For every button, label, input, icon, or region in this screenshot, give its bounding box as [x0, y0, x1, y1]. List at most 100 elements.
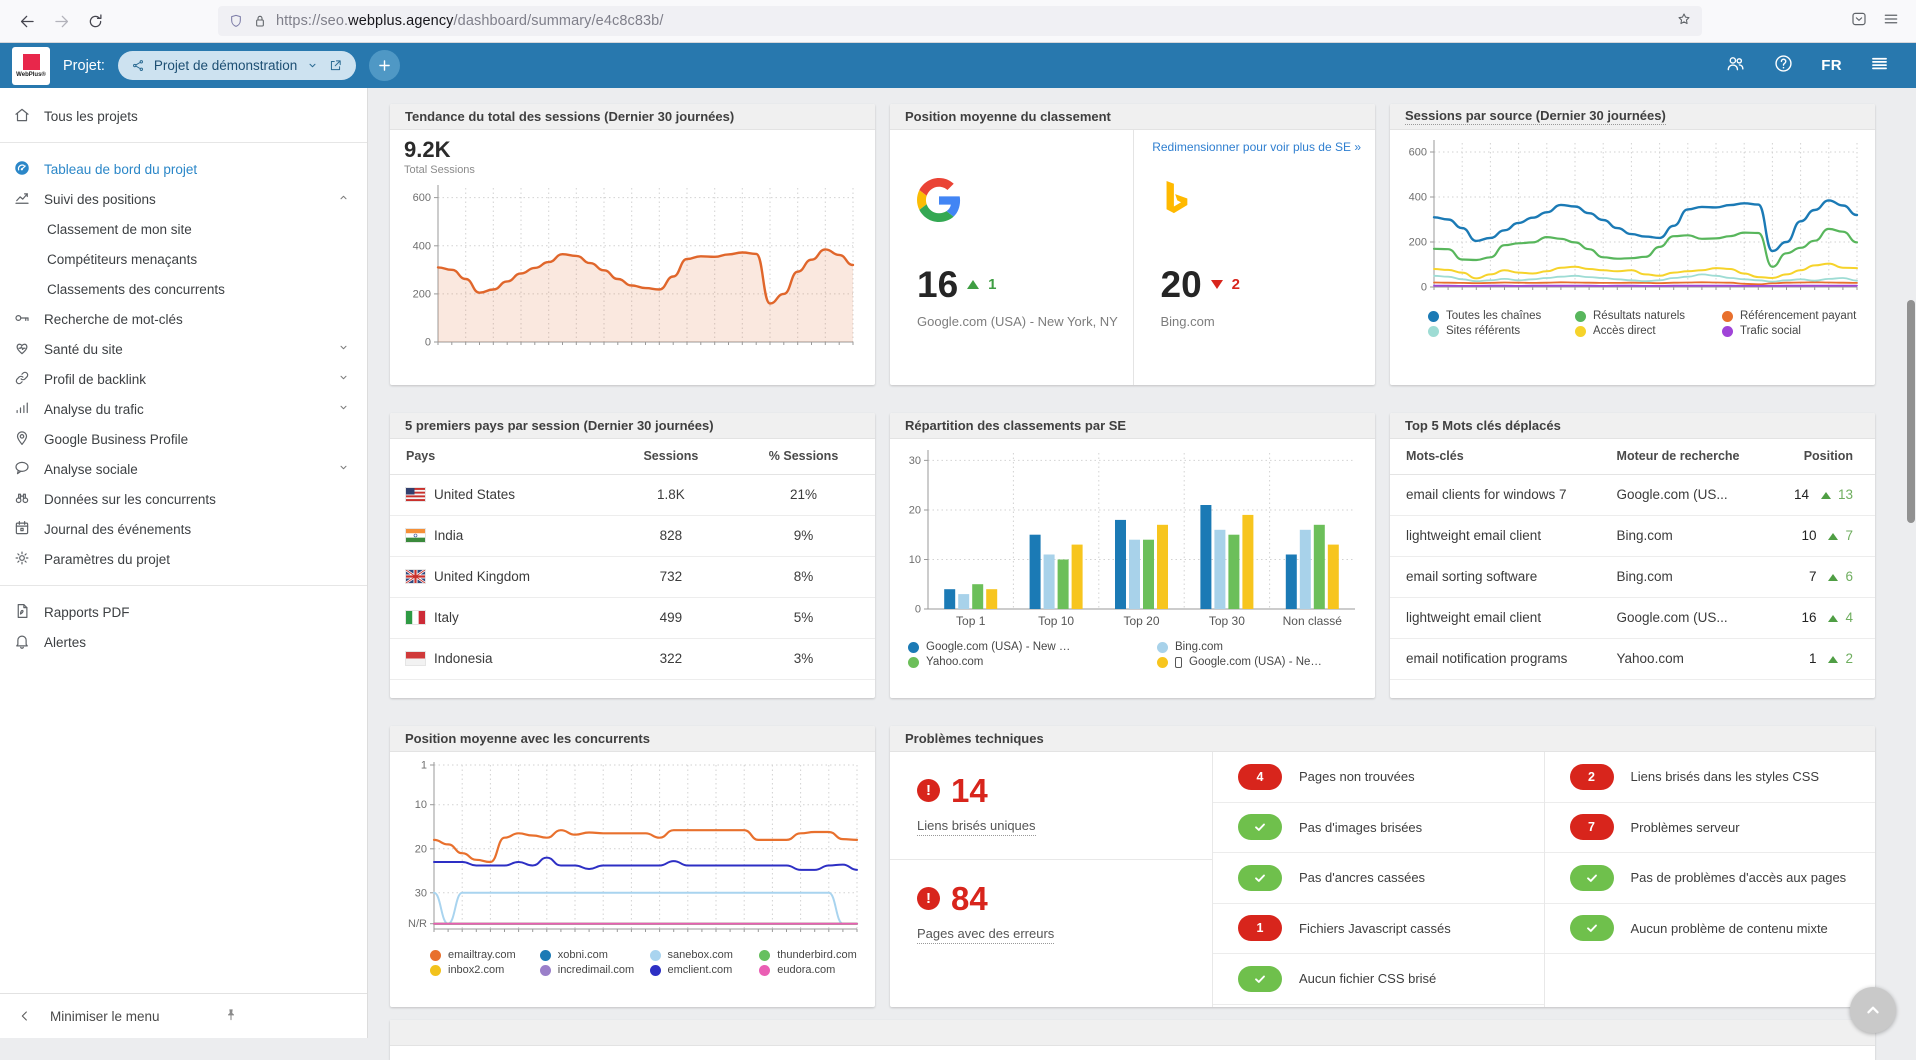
sidebar-item-comp-titeurs-mena-ants[interactable]: Compétiteurs menaçants — [0, 244, 367, 274]
legend-label: Sites référents — [1446, 325, 1520, 337]
legend-item-r-sultats-naturels: Résultats naturels — [1575, 310, 1718, 322]
sidebar-item-donn-es-sur-les-concurrents[interactable]: Données sur les concurrents — [0, 484, 367, 514]
bookmark-star-icon[interactable] — [1676, 11, 1692, 31]
legend-item-acc-s-direct: Accès direct — [1575, 325, 1718, 337]
sidebar-item-recherche-de-mot-cl-s[interactable]: Recherche de mot-clés — [0, 304, 367, 334]
users-icon[interactable] — [1725, 53, 1746, 79]
country-sessions: 732 — [610, 556, 732, 597]
keyword-row: lightweight email clientBing.com107 — [1390, 515, 1875, 556]
card-top-countries: 5 premiers pays par session (Dernier 30 … — [390, 413, 875, 698]
browser-menu-icon[interactable] — [1882, 10, 1900, 33]
traffic-icon — [13, 399, 31, 420]
scroll-to-top-button[interactable] — [1850, 987, 1896, 1033]
check-row-pas-d-images-bris-es: Pas d'images brisées — [1213, 803, 1544, 854]
url-bar[interactable]: https://seo.webplus.agency/dashboard/sum… — [218, 6, 1702, 36]
legend-label: sanebox.com — [668, 949, 733, 961]
check-label: Pas d'ancres cassées — [1299, 870, 1425, 885]
pin-icon[interactable] — [223, 1007, 239, 1026]
google-position-panel: 16 1 Google.com (USA) - New York, NY — [890, 130, 1133, 385]
check-label: Liens brisés dans les styles CSS — [1631, 769, 1820, 784]
legend-dot — [1575, 311, 1586, 322]
broken-links-label[interactable]: Liens brisés uniques — [917, 818, 1036, 836]
error-count-badge: 2 — [1570, 764, 1614, 790]
chevron-down-icon — [336, 460, 351, 478]
country-sessions: 322 — [610, 638, 732, 679]
legend-label: Accès direct — [1593, 325, 1656, 337]
total-sessions-label: Total Sessions — [404, 164, 861, 176]
sidebar-item-classement-de-mon-site[interactable]: Classement de mon site — [0, 214, 367, 244]
sidebar-item-classements-des-concurrents[interactable]: Classements des concurrents — [0, 274, 367, 304]
keyword-engine: Google.com (US... — [1601, 474, 1770, 515]
help-icon[interactable] — [1773, 53, 1794, 79]
sidebar-item-google-business-profile[interactable]: Google Business Profile — [0, 424, 367, 454]
legend-dot — [1157, 642, 1168, 653]
url-text: https://seo.webplus.agency/dashboard/sum… — [276, 13, 663, 29]
resize-link[interactable]: Redimensionner pour voir plus de SE » — [1152, 140, 1361, 154]
legend-item-sites-r-f-rents: Sites référents — [1428, 325, 1571, 337]
check-icon — [1238, 814, 1282, 840]
sidebar-item-journal-des-v-nements[interactable]: Journal des événements — [0, 514, 367, 544]
svg-text:10: 10 — [909, 554, 921, 566]
back-icon[interactable] — [10, 5, 44, 37]
sidebar-divider — [0, 585, 367, 586]
legend-label: Google.com (USA) - New … — [926, 641, 1070, 653]
sidebar-item-tous-les-projets[interactable]: Tous les projets — [0, 101, 367, 131]
svg-text:Top 20: Top 20 — [1123, 614, 1159, 628]
check-label: Pas de problèmes d'accès aux pages — [1631, 870, 1847, 885]
technical-stats: ! 14 Liens brisés uniques ! 84 Pages ave… — [890, 752, 1212, 1007]
sidebar-item-alertes[interactable]: Alertes — [0, 627, 367, 657]
legend-label: emclient.com — [668, 964, 733, 976]
reload-icon[interactable] — [78, 5, 112, 37]
events-icon — [13, 519, 31, 540]
card-title: Sessions par source (Dernier 30 journées… — [1405, 108, 1666, 125]
keyword-text: lightweight email client — [1390, 515, 1601, 556]
project-selector[interactable]: Projet de démonstration — [118, 51, 356, 80]
sidebar-item-param-tres-du-projet[interactable]: Paramètres du projet — [0, 544, 367, 574]
language-switcher[interactable]: FR — [1821, 57, 1842, 74]
sidebar-item-tableau-de-bord-du-projet[interactable]: Tableau de bord du projet — [0, 154, 367, 184]
legend-label: xobni.com — [558, 949, 608, 961]
check-label: Problèmes serveur — [1631, 820, 1740, 835]
forward-icon[interactable] — [44, 5, 78, 37]
app-header: WebPlus® Projet: Projet de démonstration… — [0, 43, 1916, 88]
sidebar-item-analyse-sociale[interactable]: Analyse sociale — [0, 454, 367, 484]
bing-logo-icon — [1161, 176, 1376, 222]
keyword-position: 14 — [1794, 487, 1809, 502]
svg-text:0: 0 — [915, 604, 921, 616]
scrollbar-thumb[interactable] — [1907, 300, 1915, 523]
card-competitors-position: Position moyenne avec les concurrents 11… — [390, 726, 875, 1007]
app-menu-icon[interactable] — [1869, 53, 1890, 79]
add-project-button[interactable] — [369, 50, 400, 81]
sidebar-item-suivi-des-positions[interactable]: Suivi des positions — [0, 184, 367, 214]
country-sessions: 499 — [610, 597, 732, 638]
bing-position-change: 2 — [1232, 276, 1240, 293]
check-label: Fichiers Javascript cassés — [1299, 921, 1451, 936]
check-label: Pas d'images brisées — [1299, 820, 1422, 835]
pocket-icon[interactable] — [1850, 10, 1868, 33]
sidebar-item-sant-du-site[interactable]: Santé du site — [0, 334, 367, 364]
check-icon — [1238, 865, 1282, 891]
error-pages-label[interactable]: Pages avec des erreurs — [917, 926, 1054, 944]
sidebar-item-profil-de-backlink[interactable]: Profil de backlink — [0, 364, 367, 394]
sidebar-item-analyse-du-trafic[interactable]: Analyse du trafic — [0, 394, 367, 424]
webplus-logo[interactable]: WebPlus® — [12, 47, 50, 85]
project-label: Projet: — [63, 58, 105, 74]
legend-item-r-f-rencement-payant: Référencement payant — [1722, 310, 1865, 322]
legend-dot — [759, 965, 770, 976]
sidebar-item-label: Classement de mon site — [47, 222, 192, 237]
up-arrow-icon — [1828, 574, 1838, 581]
country-name: Italy — [434, 610, 459, 625]
card-sessions-trend: Tendance du total des sessions (Dernier … — [390, 104, 875, 385]
keyword-change: 6 — [1845, 569, 1853, 584]
collapse-menu-button[interactable]: Minimiser le menu — [0, 993, 367, 1038]
google-position-change: 1 — [988, 276, 996, 293]
svg-text:10: 10 — [415, 799, 427, 811]
check-row-fichiers-javascript-cass-s: 1Fichiers Javascript cassés — [1213, 904, 1544, 955]
competitors-legend: emailtray.comxobni.comsanebox.comthunder… — [400, 949, 865, 976]
keyword-row: email clients for windows 7Google.com (U… — [1390, 474, 1875, 515]
bing-position-value: 20 — [1161, 266, 1202, 303]
alerts-icon — [13, 632, 31, 653]
sidebar-item-rapports-pdf[interactable]: Rapports PDF — [0, 597, 367, 627]
check-row-aucun-probl-me-de-contenu-mixte: Aucun problème de contenu mixte — [1545, 904, 1876, 955]
sidebar-nav: Tous les projets Tableau de bord du proje… — [0, 88, 367, 993]
